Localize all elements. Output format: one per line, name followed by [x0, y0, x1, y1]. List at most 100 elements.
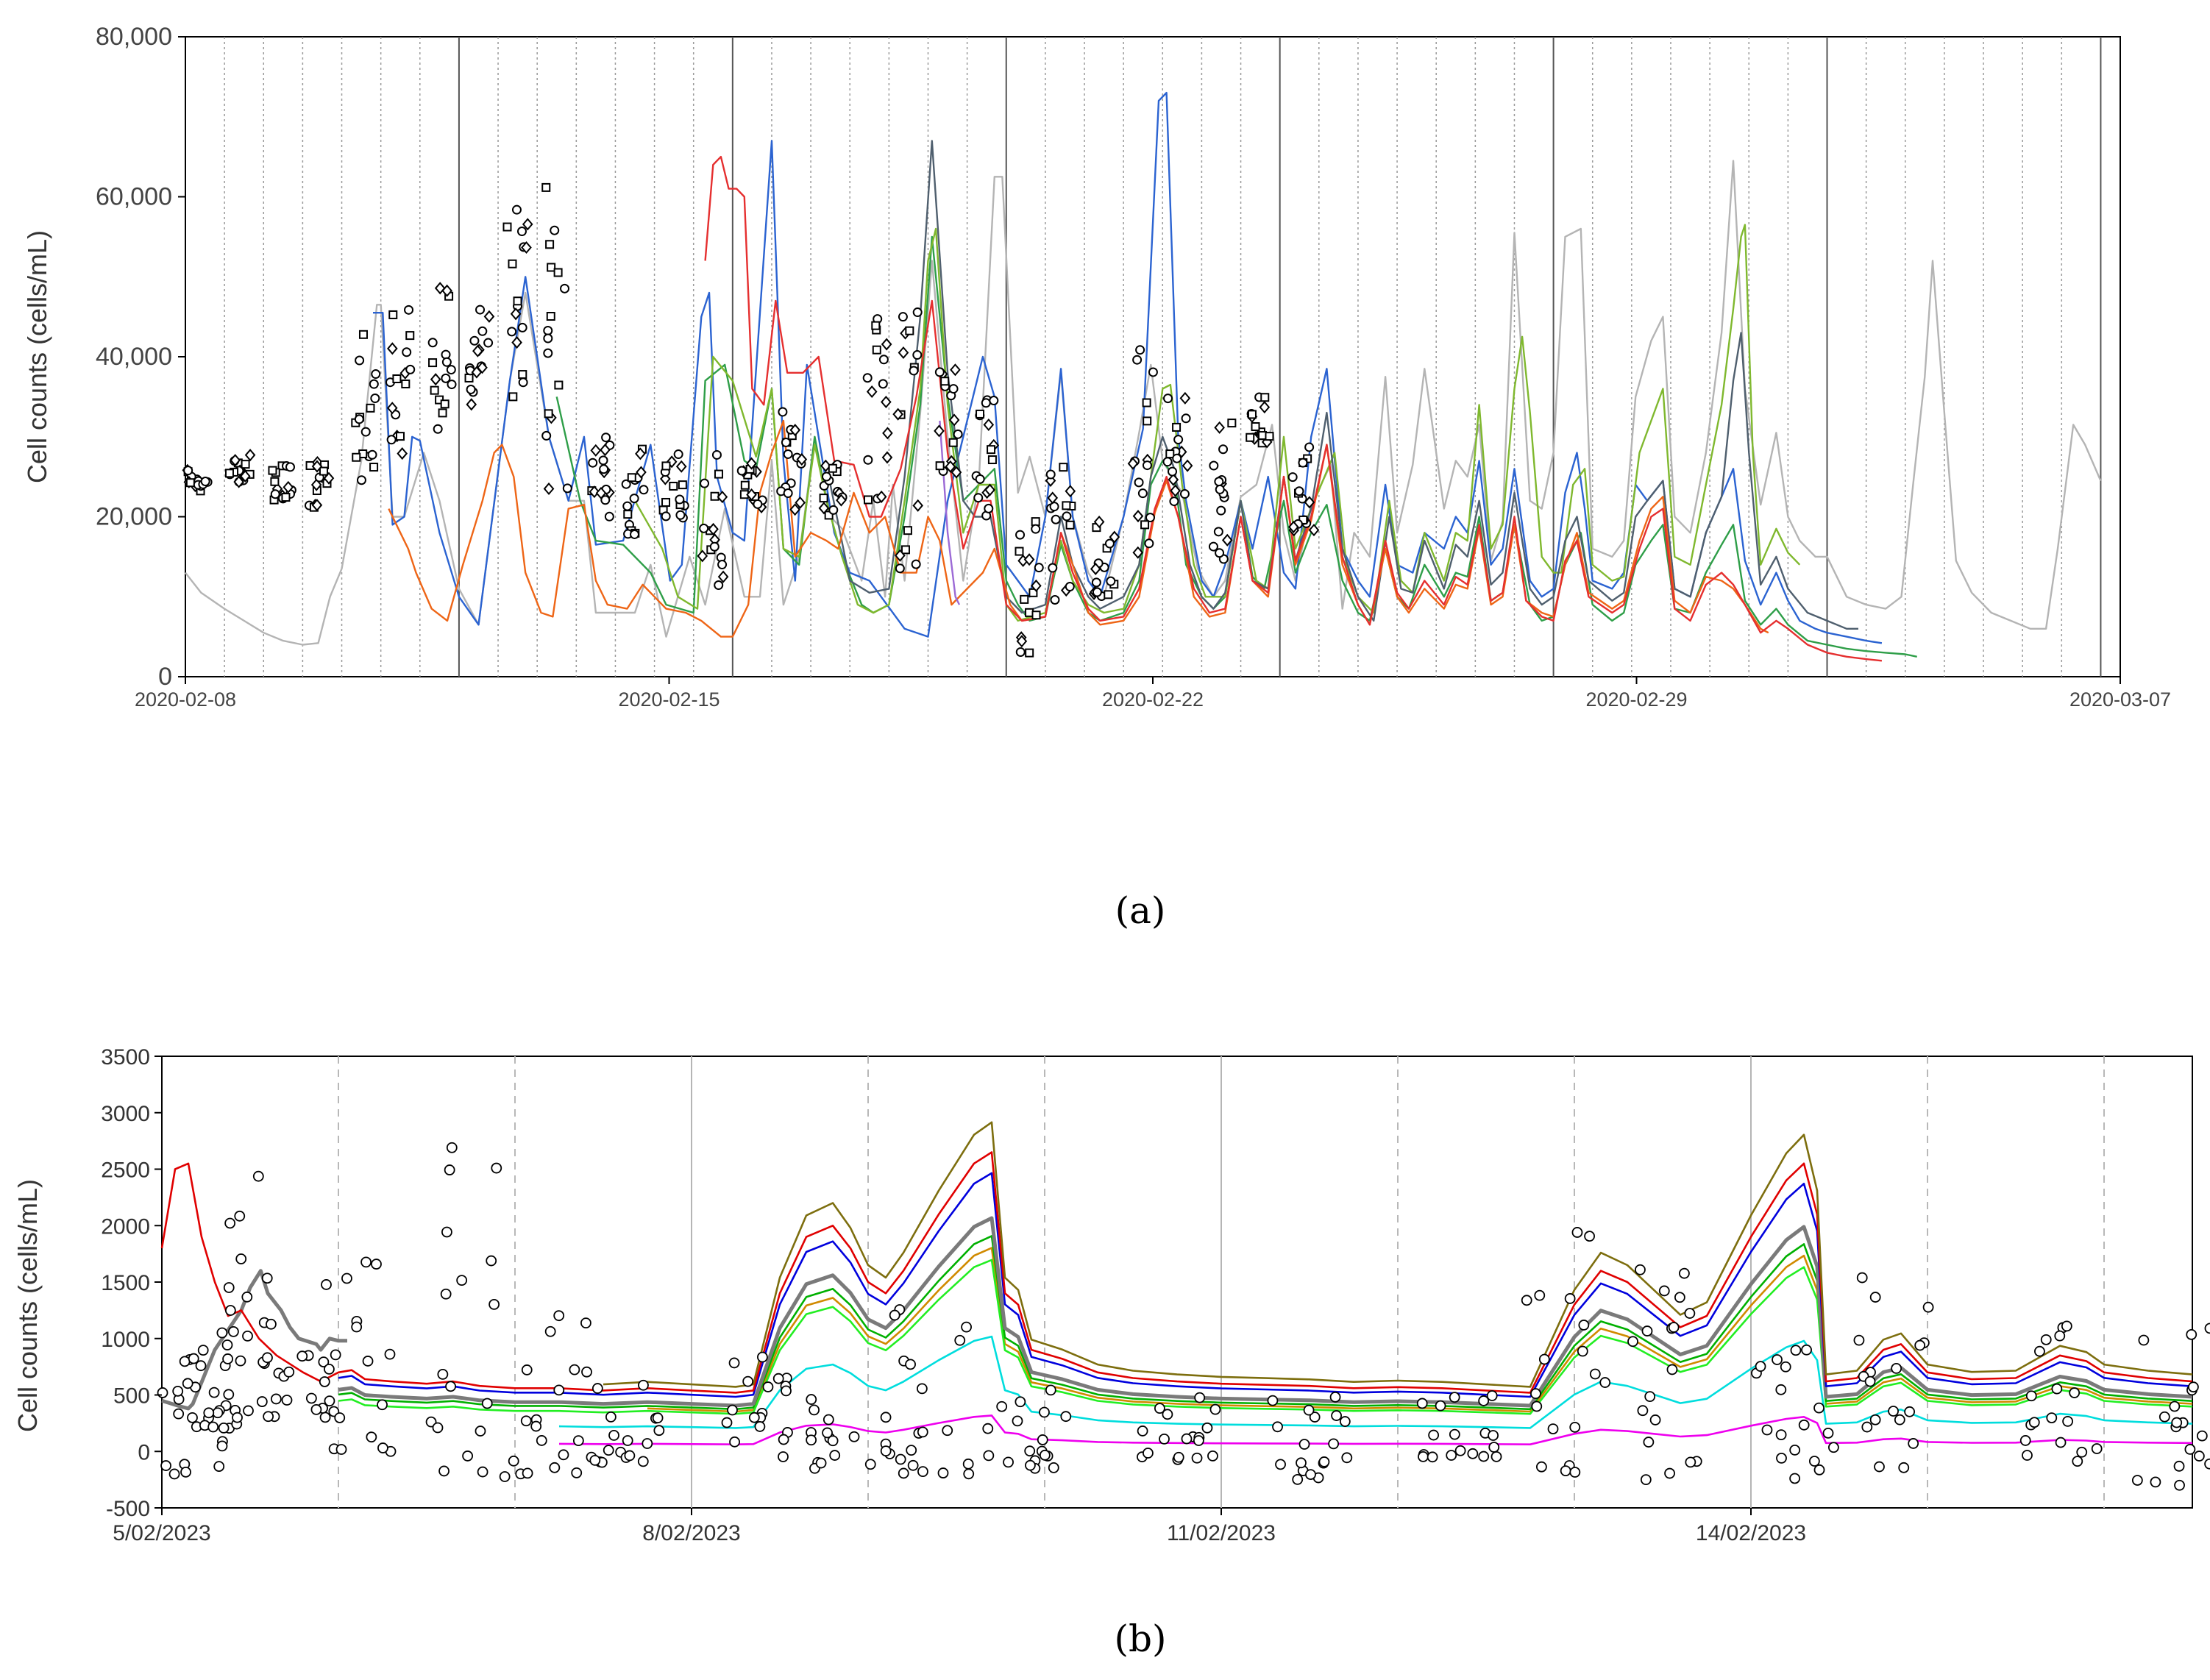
data-point: [285, 462, 295, 472]
data-point: [778, 1434, 789, 1445]
data-point: [740, 480, 750, 490]
data-point: [311, 460, 323, 473]
data-point: [549, 1462, 561, 1473]
data-point: [806, 1394, 817, 1405]
data-point: [1446, 1450, 1457, 1461]
data-point: [916, 1383, 928, 1395]
data-point: [1679, 1267, 1690, 1279]
data-point: [827, 1435, 839, 1447]
data-point: [746, 488, 757, 502]
data-point: [1143, 1448, 1154, 1459]
data-point: [427, 338, 438, 348]
data-point: [1641, 1325, 1653, 1336]
data-point: [371, 1259, 382, 1270]
data-point: [881, 451, 893, 464]
data-point: [222, 1353, 233, 1364]
data-point: [1031, 579, 1042, 592]
data-point: [898, 346, 909, 360]
data-point: [2046, 1412, 2058, 1423]
data-point: [543, 325, 553, 335]
data-point: [335, 1444, 347, 1455]
data-point: [402, 347, 412, 357]
data-point: [1015, 1396, 1026, 1408]
data-point: [630, 529, 640, 539]
data-point: [717, 560, 728, 570]
data-point: [1891, 1363, 1902, 1374]
data-point: [984, 483, 995, 496]
data-point: [1215, 484, 1225, 494]
data-point: [1627, 1336, 1638, 1348]
data-point: [1894, 1414, 1905, 1425]
data-point: [819, 494, 828, 503]
series-line-red: [160, 1151, 2193, 1394]
data-point: [558, 1449, 569, 1461]
data-point: [1034, 563, 1044, 573]
data-point: [208, 1387, 220, 1398]
x-tick-label: 2020-03-07: [2069, 688, 2171, 711]
data-point: [2040, 1334, 2052, 1345]
data-point: [710, 491, 720, 501]
data-point: [1037, 1434, 1048, 1445]
data-point: [976, 409, 985, 419]
data-point: [906, 1445, 917, 1456]
data-point: [818, 502, 830, 515]
data-point: [2169, 1400, 2181, 1412]
data-point: [157, 1387, 168, 1398]
data-point: [395, 432, 405, 441]
data-point: [754, 1421, 766, 1432]
data-point: [508, 259, 517, 268]
data-point: [185, 478, 195, 488]
data-point: [942, 1425, 953, 1437]
data-point: [1275, 1459, 1286, 1470]
data-point: [491, 1162, 502, 1174]
data-point: [1090, 562, 1101, 575]
series-line-gray: [338, 1216, 2193, 1408]
data-point: [430, 385, 439, 395]
data-point: [796, 453, 808, 466]
data-point: [1535, 1461, 1547, 1473]
data-point: [571, 1467, 583, 1478]
data-point: [635, 447, 646, 460]
data-point: [1287, 520, 1299, 533]
data-point: [875, 490, 887, 503]
data-point: [987, 445, 996, 455]
data-point: [1213, 527, 1223, 537]
data-point: [934, 424, 945, 438]
data-point: [935, 461, 945, 471]
data-point: [1260, 393, 1270, 402]
data-point: [1530, 1388, 1541, 1400]
data-point: [937, 1467, 949, 1478]
data-point: [1789, 1473, 1801, 1484]
data-point: [2061, 1320, 2072, 1332]
data-point: [1478, 1395, 1490, 1406]
data-point: [1914, 1339, 1926, 1351]
x-ticks-b: 5/02/20238/02/202311/02/202314/02/202317…: [113, 1508, 1806, 1545]
data-point: [1059, 463, 1068, 472]
data-point: [562, 483, 572, 494]
series-line-lightgreen: [633, 224, 1801, 622]
data-point: [446, 1142, 458, 1153]
data-point: [1216, 505, 1226, 516]
data-point: [168, 1468, 180, 1480]
data-point: [462, 1451, 474, 1462]
data-point: [1869, 1414, 1881, 1425]
data-point: [1104, 590, 1113, 599]
data-point: [1169, 496, 1179, 507]
data-point: [1065, 485, 1076, 498]
data-point: [621, 479, 631, 489]
data-point: [437, 1369, 449, 1380]
data-point: [772, 1373, 784, 1384]
data-point: [1023, 553, 1035, 566]
data-point: [1051, 514, 1061, 524]
data-point: [224, 1305, 236, 1316]
data-point: [866, 385, 878, 399]
data-point: [951, 466, 962, 479]
data-point: [513, 296, 522, 306]
data-point: [954, 1334, 966, 1346]
data-point: [384, 1348, 396, 1360]
data-point: [795, 496, 806, 509]
data-point: [475, 305, 486, 315]
data-point: [1822, 1427, 1834, 1439]
data-point: [1168, 466, 1178, 477]
y-tick-label: 20,000: [96, 503, 172, 531]
